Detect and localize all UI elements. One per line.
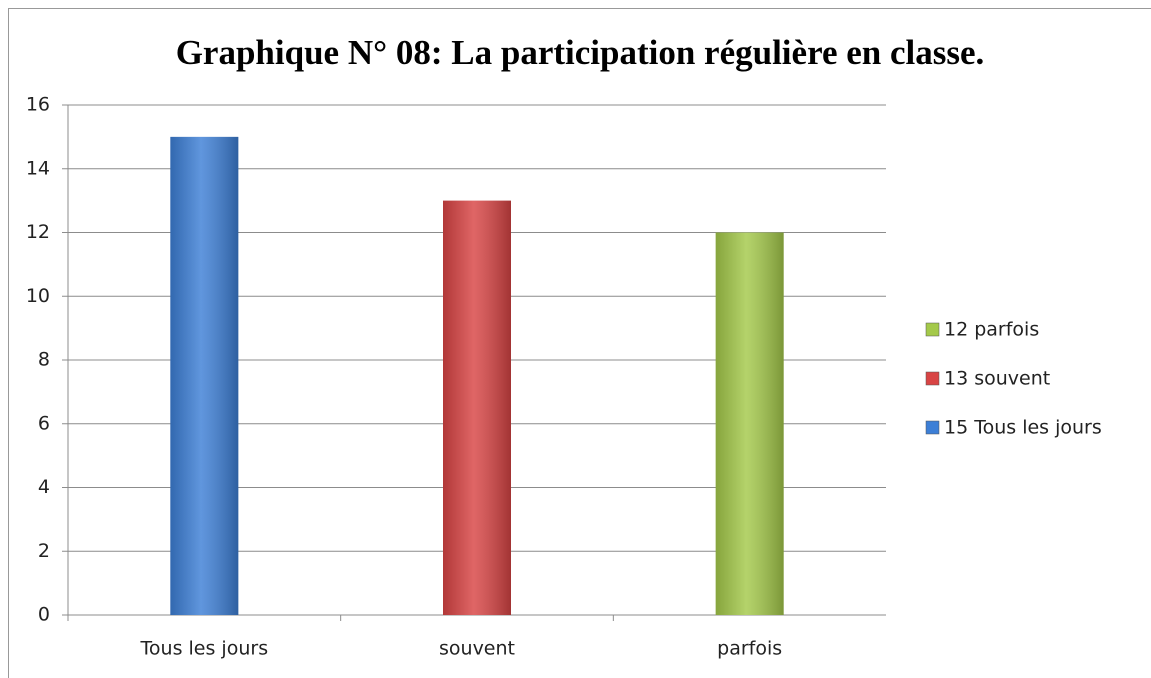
legend-swatch (925, 420, 940, 435)
y-tick-label: 0 (38, 604, 50, 626)
bar-shading (170, 136, 239, 615)
y-tick-label: 8 (38, 349, 50, 371)
bar-shading (715, 232, 784, 615)
y-tick-label: 16 (26, 94, 50, 116)
x-tick-label: souvent (439, 638, 515, 660)
bar-shading (443, 200, 511, 615)
legend-label: 12 parfois (944, 319, 1039, 341)
legend-swatch (925, 322, 940, 337)
legend-label: 13 souvent (944, 368, 1050, 390)
y-tick-label: 2 (38, 540, 50, 562)
y-tick-label: 12 (26, 221, 50, 243)
y-tick-label: 6 (38, 412, 50, 434)
x-tick-label: parfois (717, 638, 782, 660)
x-tick-label: Tous les jours (140, 638, 269, 660)
legend-swatch (925, 371, 940, 386)
y-tick-label: 14 (26, 157, 50, 179)
chart-title: Graphique N° 08: La participation réguli… (176, 33, 985, 72)
legend-label: 15 Tous les jours (944, 417, 1102, 439)
y-tick-label: 4 (38, 476, 50, 498)
y-tick-label: 10 (26, 285, 50, 307)
